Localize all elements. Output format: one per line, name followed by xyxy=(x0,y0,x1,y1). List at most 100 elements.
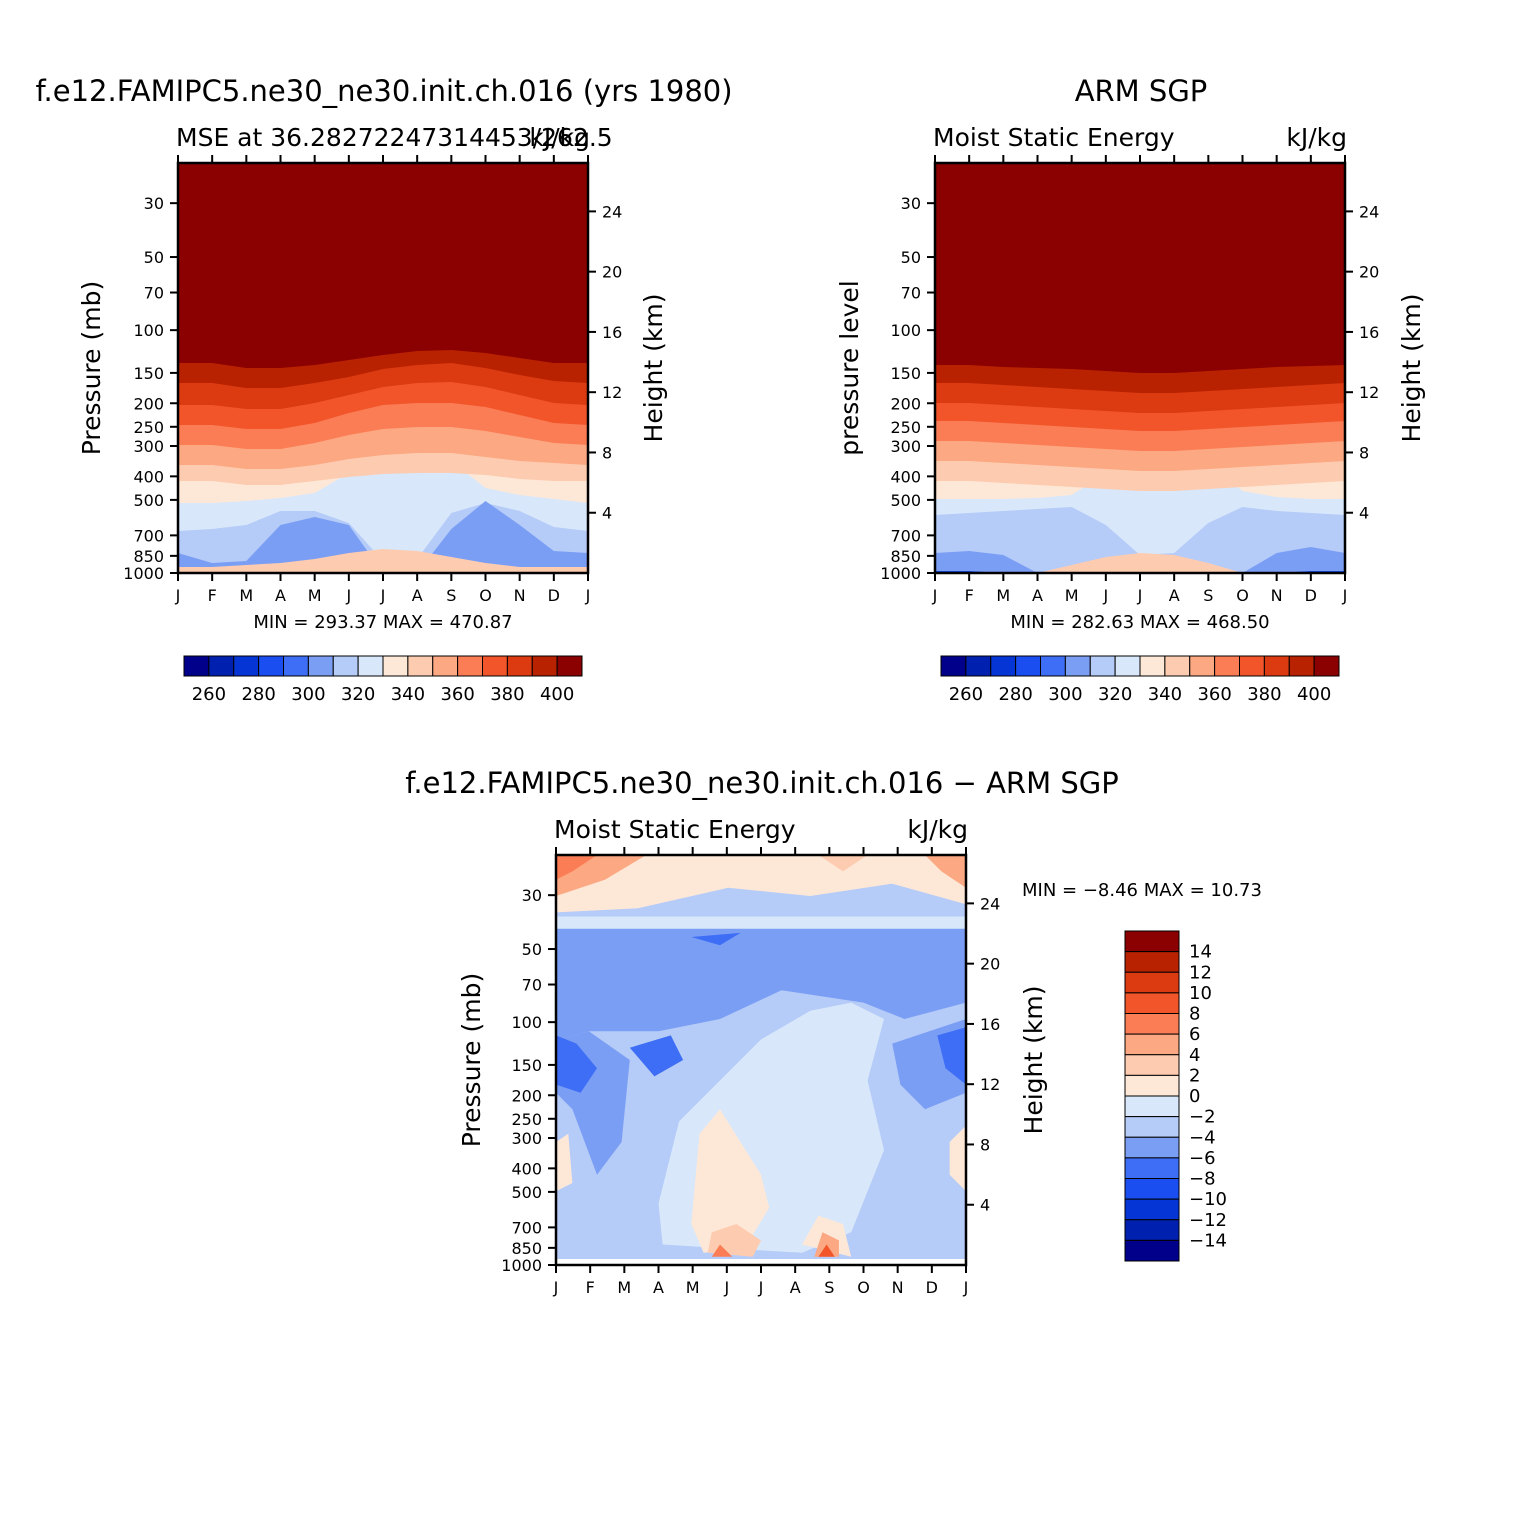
colorbar-label: −2 xyxy=(1189,1107,1216,1128)
colorbar-box xyxy=(407,655,434,677)
y2-tick-label: 16 xyxy=(1359,323,1379,342)
y-tick-label: 150 xyxy=(890,364,921,383)
colorbar-label: 280 xyxy=(241,684,275,705)
x-tick-label: J xyxy=(175,586,181,605)
colorbar-box xyxy=(1124,1178,1180,1200)
y-tick-label: 70 xyxy=(522,976,542,995)
panel-diff-subtitle: Moist Static Energy xyxy=(554,815,796,844)
x-tick-label: J xyxy=(380,586,386,605)
diff-region-minus8-top xyxy=(691,932,741,946)
diff-region-top-plus4 xyxy=(818,855,868,872)
panel-diff: f.e12.FAMIPC5.ne30_ne30.init.ch.016 − AR… xyxy=(405,766,1262,1297)
colorbar-label: −4 xyxy=(1189,1127,1216,1148)
y-tick-label: 50 xyxy=(901,248,921,267)
y-tick-label: 200 xyxy=(133,394,164,413)
colorbar-label: 340 xyxy=(391,684,425,705)
y-tick-label: 1000 xyxy=(123,564,164,583)
y-tick-label: 30 xyxy=(901,194,921,213)
diff-region-plus10 xyxy=(818,1244,835,1257)
diff-region-plus2 xyxy=(691,1109,770,1253)
x-tick-label: J xyxy=(963,1278,969,1297)
colorbar-label: −10 xyxy=(1189,1189,1227,1210)
colorbar-box xyxy=(482,655,508,677)
x-tick-label: M xyxy=(308,586,322,605)
plot-frame xyxy=(176,161,590,575)
y-tick-label: 850 xyxy=(511,1239,542,1258)
field-band-310 xyxy=(935,507,1345,573)
x-tick-label: N xyxy=(892,1278,904,1297)
colorbar-label: −12 xyxy=(1189,1210,1227,1231)
colorbar-box xyxy=(1114,655,1141,677)
colorbar-box xyxy=(457,655,483,677)
y-tick-label: 50 xyxy=(144,248,164,267)
x-tick-label: O xyxy=(479,586,492,605)
x-tick-label: S xyxy=(824,1278,834,1297)
panel-diff-title: f.e12.FAMIPC5.ne30_ne30.init.ch.016 − AR… xyxy=(405,766,1118,800)
colorbar-box xyxy=(1214,655,1240,677)
panel-obs-title: ARM SGP xyxy=(1075,74,1208,108)
colorbar-box xyxy=(1064,655,1091,677)
diff-ground xyxy=(556,1259,966,1265)
field-band-warm-surface xyxy=(178,549,588,573)
y2-tick-label: 24 xyxy=(1359,202,1379,221)
panel-diff-ylabel: Pressure (mb) xyxy=(457,973,486,1147)
colorbar-box xyxy=(1139,655,1166,677)
panel-obs-colorbar: 260 280 300 320 340 360 380 400 xyxy=(940,655,1340,705)
y-tick-label: 200 xyxy=(890,394,921,413)
y-tick-label: 300 xyxy=(133,437,164,456)
field-band-410 xyxy=(935,163,1345,373)
x-tick-label: F xyxy=(208,586,217,605)
colorbar-label: 320 xyxy=(1098,684,1132,705)
panel-diff-ylabel-right: Height (km) xyxy=(1019,986,1048,1135)
y2-tick-label: 8 xyxy=(602,443,612,462)
colorbar-box xyxy=(432,655,459,677)
colorbar-box xyxy=(208,655,235,677)
x-tick-label: D xyxy=(926,1278,938,1297)
colorbar-box xyxy=(1089,655,1116,677)
x-tick-label: M xyxy=(617,1278,631,1297)
y-tick-label: 70 xyxy=(901,284,921,303)
y-tick-label: 500 xyxy=(890,491,921,510)
y-tick-label: 70 xyxy=(144,284,164,303)
colorbar-box xyxy=(1124,1219,1180,1241)
colorbar-box xyxy=(1124,930,1180,953)
colorbar-box xyxy=(531,655,558,677)
colorbar-box xyxy=(1124,1198,1180,1221)
colorbar-box xyxy=(1124,1013,1180,1035)
colorbar-box xyxy=(1124,1074,1180,1097)
colorbar-box xyxy=(233,655,260,677)
panel-diff-units: kJ/kg xyxy=(907,815,968,844)
x-tick-label: A xyxy=(653,1278,664,1297)
colorbar-box xyxy=(1124,1157,1180,1179)
x-tick-label: J xyxy=(932,586,938,605)
x-tick-label: A xyxy=(790,1278,801,1297)
x-tick-label: J xyxy=(723,1278,729,1297)
y-tick-label: 850 xyxy=(890,547,921,566)
y-tick-label: 1000 xyxy=(880,564,921,583)
x-tick-label: J xyxy=(1137,586,1143,605)
colorbar-box xyxy=(1263,655,1290,677)
diff-region-top-plus8 xyxy=(556,855,597,880)
field-band-410 xyxy=(178,163,588,368)
panel-obs-ylabel: pressure level xyxy=(835,280,864,455)
diff-region-minus6 xyxy=(556,920,966,1040)
colorbar-box xyxy=(1239,655,1265,677)
colorbar-label: 4 xyxy=(1189,1045,1200,1066)
y2-tick-label: 12 xyxy=(602,383,622,402)
colorbar-label: −14 xyxy=(1189,1230,1227,1251)
panel-obs-plot xyxy=(935,163,1345,573)
colorbar-box xyxy=(382,655,409,677)
colorbar-box xyxy=(965,655,992,677)
panel-obs-stats: MIN = 282.63 MAX = 468.50 xyxy=(1010,612,1269,633)
colorbar-box xyxy=(1164,655,1191,677)
y-tick-label: 200 xyxy=(511,1086,542,1105)
x-tick-label: O xyxy=(1236,586,1249,605)
y2-tick-label: 16 xyxy=(980,1015,1000,1034)
panel-model-ylabel-right: Height (km) xyxy=(639,294,668,443)
x-tick-label: O xyxy=(857,1278,870,1297)
panel-model-units: kJ/kg xyxy=(529,123,590,152)
y2-tick-label: 4 xyxy=(602,504,612,523)
colorbar-label: 380 xyxy=(1247,684,1281,705)
